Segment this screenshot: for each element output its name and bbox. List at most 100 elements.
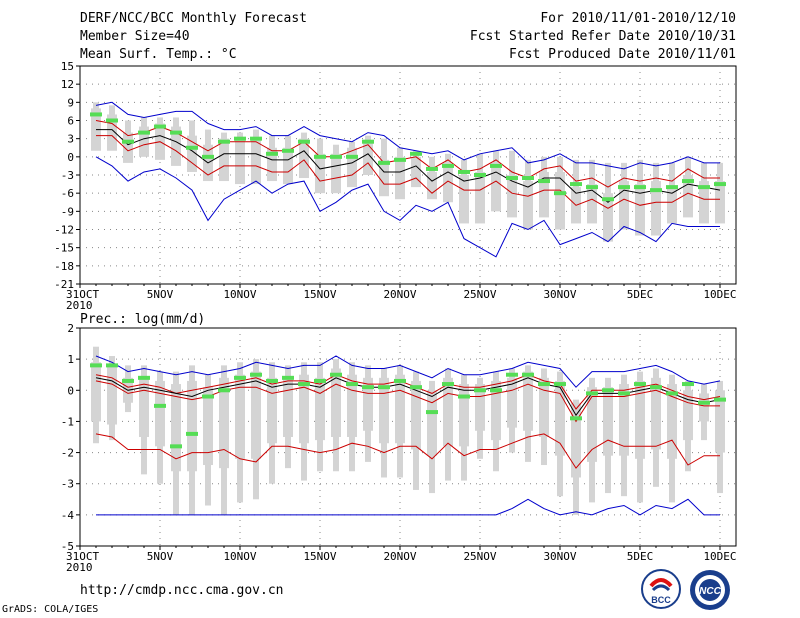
temp-box xyxy=(411,156,421,188)
temp-box xyxy=(363,141,373,175)
prec-observed-marker xyxy=(538,382,550,387)
temp-box xyxy=(555,171,565,230)
prec-box xyxy=(315,377,325,441)
prec-ytick-label: -1 xyxy=(61,415,74,428)
prec-observed-marker xyxy=(522,372,534,377)
temp-ytick-label: -6 xyxy=(61,187,74,200)
temp-ytick-label: -18 xyxy=(54,260,74,273)
temp-ytick-label: -15 xyxy=(54,242,74,255)
temp-box xyxy=(235,138,245,185)
temp-box xyxy=(267,147,277,182)
temp-box xyxy=(459,175,469,224)
temp-xtick-label: 5NOV xyxy=(147,288,174,301)
temp-box xyxy=(587,184,597,224)
prec-observed-marker xyxy=(458,394,470,399)
prec-box xyxy=(539,377,549,437)
prec-box xyxy=(251,371,261,459)
bcc-logo-text: BCC xyxy=(651,595,671,605)
temp-observed-marker xyxy=(90,112,102,117)
prec-box xyxy=(171,384,181,472)
temp-box xyxy=(507,175,517,218)
temp-observed-marker xyxy=(410,151,422,156)
temp-observed-marker xyxy=(522,176,534,181)
prec-observed-marker xyxy=(266,378,278,383)
prec-box xyxy=(651,377,661,450)
temp-box xyxy=(443,162,453,203)
temp-year-label: 2010 xyxy=(66,299,93,312)
prec-observed-marker xyxy=(106,363,118,368)
prec-ytick-label: 2 xyxy=(67,322,74,335)
prec-box xyxy=(427,390,437,456)
temp-observed-marker xyxy=(602,197,614,202)
prec-observed-marker xyxy=(714,397,726,402)
temp-observed-marker xyxy=(570,182,582,187)
temp-observed-marker xyxy=(330,154,342,159)
temp-ytick-label: 9 xyxy=(67,96,74,109)
prec-xtick-label: 5NOV xyxy=(147,550,174,563)
prec-observed-marker xyxy=(666,391,678,396)
temp-box xyxy=(187,135,197,172)
prec-xtick-label: 31OCT xyxy=(66,550,99,563)
temp-box xyxy=(651,181,661,236)
temp-panel: -21 -18 -15 -12 -9 -6 -3 0 3 6 9 12 15 31OCT 5NOV 10NOV… xyxy=(54,60,736,312)
prec-xtick-label: 5DEC xyxy=(627,550,654,563)
temp-observed-marker xyxy=(298,139,310,144)
temp-observed-marker xyxy=(650,188,662,193)
temp-box xyxy=(219,138,229,182)
temp-observed-marker xyxy=(122,139,134,144)
prec-box xyxy=(107,365,117,425)
temp-ytick-label: 15 xyxy=(61,60,74,73)
grads-credit: GrADS: COLA/IGES xyxy=(2,604,99,615)
header-title: DERF/NCC/BCC Monthly Forecast xyxy=(80,11,307,26)
prec-box xyxy=(139,377,149,437)
temp-observed-marker xyxy=(138,130,150,135)
prec-observed-marker xyxy=(122,378,134,383)
prec-observed-marker xyxy=(186,431,198,436)
prec-line-min xyxy=(96,498,720,516)
prec-xtick-label: 10NOV xyxy=(223,550,256,563)
prec-box xyxy=(699,393,709,422)
prec-box xyxy=(587,387,597,462)
prec-box xyxy=(555,380,565,456)
temp-observed-marker xyxy=(282,148,294,153)
prec-observed-marker xyxy=(170,444,182,449)
prec-observed-marker xyxy=(682,382,694,387)
temp-ytick-label: -12 xyxy=(54,224,74,237)
prec-observed-marker xyxy=(234,375,246,380)
prec-box xyxy=(235,374,245,459)
prec-observed-marker xyxy=(618,391,630,396)
prec-observed-marker xyxy=(506,372,518,377)
prec-observed-marker xyxy=(362,385,374,390)
prec-xtick-label: 25NOV xyxy=(463,550,496,563)
temp-box xyxy=(395,156,405,200)
prec-observed-marker xyxy=(330,372,342,377)
temp-box xyxy=(347,147,357,188)
prec-year-label: 2010 xyxy=(66,561,93,574)
temp-box xyxy=(283,147,293,185)
temp-box xyxy=(523,181,533,230)
started-date: Fcst Started Refer Date 2010/10/31 xyxy=(469,29,736,44)
temp-xtick-label: 10DEC xyxy=(703,288,736,301)
temp-box xyxy=(475,171,485,224)
temp-ytick-label: 3 xyxy=(67,133,74,146)
prec-panel-title: Prec.: log(mm/d) xyxy=(80,312,205,327)
prec-box xyxy=(507,377,517,428)
temp-ytick-label: -3 xyxy=(61,169,74,182)
prec-box xyxy=(459,384,469,447)
prec-line-max xyxy=(95,355,721,388)
temp-observed-marker xyxy=(362,139,374,144)
prec-ytick-label: 0 xyxy=(67,384,74,397)
prec-ytick-label: 1 xyxy=(67,353,74,366)
temp-observed-marker xyxy=(538,179,550,184)
prec-observed-marker xyxy=(314,378,326,383)
temp-box xyxy=(603,193,613,242)
footer-url[interactable]: http://cmdp.ncc.cma.gov.cn xyxy=(80,583,284,598)
temp-xtick-label: 20NOV xyxy=(383,288,416,301)
prec-box xyxy=(395,374,405,444)
prec-box xyxy=(363,377,373,431)
ncc-logo-icon: NCC xyxy=(690,570,730,610)
temp-observed-marker xyxy=(202,154,214,159)
temp-line-q_lower xyxy=(96,135,720,209)
temp-ytick-label: -9 xyxy=(61,205,74,218)
prec-xtick-label: 15NOV xyxy=(303,550,336,563)
